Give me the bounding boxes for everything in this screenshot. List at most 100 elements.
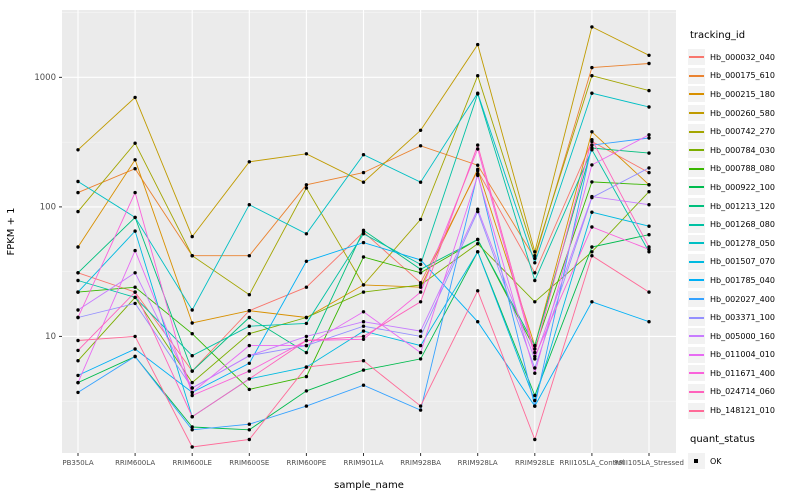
data-point xyxy=(647,245,651,249)
legend-key-swatch xyxy=(688,67,705,84)
legend-item-label: Hb_000215_180 xyxy=(710,89,775,99)
legend-key-line xyxy=(689,149,704,152)
data-point xyxy=(361,310,366,314)
data-point xyxy=(247,422,251,426)
data-point xyxy=(133,290,137,294)
data-point xyxy=(590,300,594,304)
legend-title-tracking-id: tracking_id xyxy=(690,30,746,41)
data-point xyxy=(533,278,537,283)
data-point xyxy=(76,190,80,195)
data-point xyxy=(647,166,651,170)
data-point xyxy=(304,259,309,263)
data-point xyxy=(647,170,651,175)
legend-key-swatch xyxy=(688,309,705,326)
data-point xyxy=(590,91,594,95)
data-point xyxy=(76,359,80,363)
data-point xyxy=(76,290,80,294)
legend-key-swatch xyxy=(688,253,705,270)
data-point xyxy=(418,283,423,287)
data-point xyxy=(533,350,537,355)
data-point xyxy=(647,105,651,109)
data-point xyxy=(247,369,251,373)
x-tick-label: RRIM600PE xyxy=(286,459,326,467)
x-tick-label: RRIM928LA xyxy=(458,459,498,467)
data-point xyxy=(418,258,423,262)
data-point xyxy=(76,278,80,283)
data-point xyxy=(247,343,251,348)
data-point xyxy=(590,225,594,229)
data-point xyxy=(476,143,480,147)
legend-item-label: Hb_000784_030 xyxy=(710,145,775,155)
data-point xyxy=(361,170,366,175)
data-point xyxy=(647,151,651,155)
data-point xyxy=(76,315,80,320)
data-point xyxy=(418,144,423,148)
data-point xyxy=(418,408,423,412)
data-point xyxy=(647,183,651,187)
data-point xyxy=(533,398,537,403)
data-point xyxy=(361,228,366,232)
x-tick-label: RRIM600LE xyxy=(172,459,212,467)
legend-item-Hb_000032_040: Hb_000032_040 xyxy=(688,48,798,67)
y-tick-label: 100 xyxy=(40,203,56,213)
data-point xyxy=(304,374,309,379)
legend-item-Hb_000742_270: Hb_000742_270 xyxy=(688,122,798,141)
data-point xyxy=(361,240,366,245)
data-point xyxy=(76,348,80,353)
data-point xyxy=(247,428,251,432)
data-point xyxy=(304,350,309,355)
legend-key-line xyxy=(689,279,704,282)
data-point xyxy=(190,390,194,395)
plot-panel xyxy=(62,10,676,453)
data-point xyxy=(476,250,480,254)
legend-item-Hb_000788_080: Hb_000788_080 xyxy=(688,160,798,179)
y-tick-label: 10 xyxy=(45,332,56,342)
data-point xyxy=(76,245,80,249)
data-point xyxy=(476,167,480,171)
data-point xyxy=(647,61,651,66)
x-tick-label: RRIM901LA xyxy=(343,459,383,467)
y-axis-title: FPKM + 1 xyxy=(6,207,17,255)
data-point xyxy=(133,248,137,253)
data-point xyxy=(418,262,423,267)
data-point xyxy=(361,232,366,236)
data-point xyxy=(418,404,423,408)
data-point xyxy=(76,380,80,385)
legend-key-line xyxy=(689,112,704,115)
legend-item-label: Hb_001268_080 xyxy=(710,220,775,230)
legend-item-label: Hb_005000_160 xyxy=(710,331,775,341)
data-point xyxy=(76,209,80,214)
data-point xyxy=(190,354,194,358)
x-tick-label: PB350LA xyxy=(62,459,93,467)
data-point xyxy=(133,295,137,300)
data-point xyxy=(76,390,80,395)
legend-item-quant-OK: OK xyxy=(688,452,798,471)
data-point xyxy=(476,173,480,178)
data-point xyxy=(647,250,651,254)
data-point xyxy=(590,180,594,184)
legend-key-line xyxy=(689,56,704,59)
data-point xyxy=(247,293,251,297)
x-tick-label: RRII105LA_Control xyxy=(559,459,624,467)
data-point xyxy=(590,163,594,167)
data-point xyxy=(418,300,423,304)
data-point xyxy=(247,361,251,365)
data-point xyxy=(590,245,594,249)
data-point xyxy=(76,308,80,312)
data-point xyxy=(647,320,651,324)
data-point xyxy=(76,179,80,184)
x-tick-label: RRII105LA_Stressed xyxy=(614,459,684,467)
legend-key-line xyxy=(689,335,704,338)
data-point xyxy=(76,338,80,343)
data-point xyxy=(133,347,137,351)
data-point xyxy=(247,354,251,358)
data-point xyxy=(190,428,194,432)
data-point xyxy=(476,42,480,47)
data-point xyxy=(190,386,194,390)
legend-key-swatch xyxy=(688,291,705,308)
legend-item-Hb_001268_080: Hb_001268_080 xyxy=(688,215,798,234)
data-point xyxy=(647,247,651,252)
data-point xyxy=(76,271,80,275)
data-point xyxy=(247,254,251,258)
data-point xyxy=(133,301,137,306)
